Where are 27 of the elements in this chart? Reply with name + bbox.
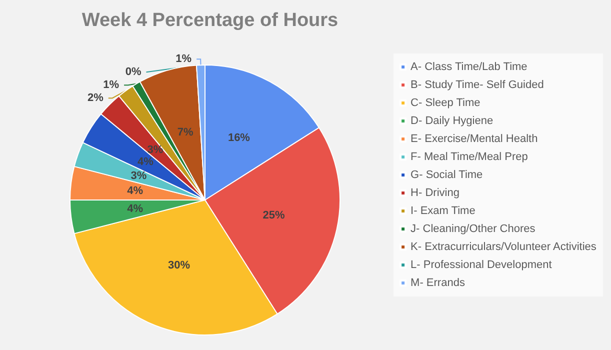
legend-label: B- Study Time- Self Guided bbox=[410, 79, 544, 91]
legend-label: G- Social Time bbox=[410, 169, 483, 181]
legend-label: A- Class Time/Lab Time bbox=[410, 61, 528, 73]
legend-label: H- Driving bbox=[410, 187, 460, 199]
text: 0% bbox=[125, 66, 142, 78]
data-label: 1% bbox=[176, 53, 192, 66]
legend-label: I- Exam Time bbox=[410, 205, 476, 217]
legend-label: J- Cleaning/Other Chores bbox=[410, 223, 536, 235]
legend-label: E- Exercise/Mental Health bbox=[410, 133, 538, 145]
legend-label: L- Professional Development bbox=[410, 259, 552, 271]
data-label: 30% bbox=[168, 260, 190, 272]
data-label: 4% bbox=[127, 185, 144, 198]
legend-label: F- Meal Time/Meal Prep bbox=[410, 151, 528, 163]
legend-label: M- Errands bbox=[410, 277, 466, 289]
data-label: 2% bbox=[87, 92, 104, 104]
data-label: 25% bbox=[262, 209, 286, 222]
data-label: 4% bbox=[127, 202, 144, 215]
data-label: 16% bbox=[228, 132, 250, 144]
legend-label: D- Daily Hygiene bbox=[410, 115, 494, 127]
legend-label: C- Sleep Time bbox=[410, 97, 480, 109]
data-label: 4% bbox=[138, 156, 154, 168]
chart-title: Week 4 Percentage of Hours bbox=[82, 10, 338, 31]
data-label: 3% bbox=[147, 144, 164, 156]
data-label: 7% bbox=[177, 126, 194, 138]
data-label: 3% bbox=[130, 170, 147, 182]
data-label: 1% bbox=[103, 79, 120, 92]
legend-label: K- Extracurriculars/Volunteer Activities bbox=[410, 241, 597, 253]
